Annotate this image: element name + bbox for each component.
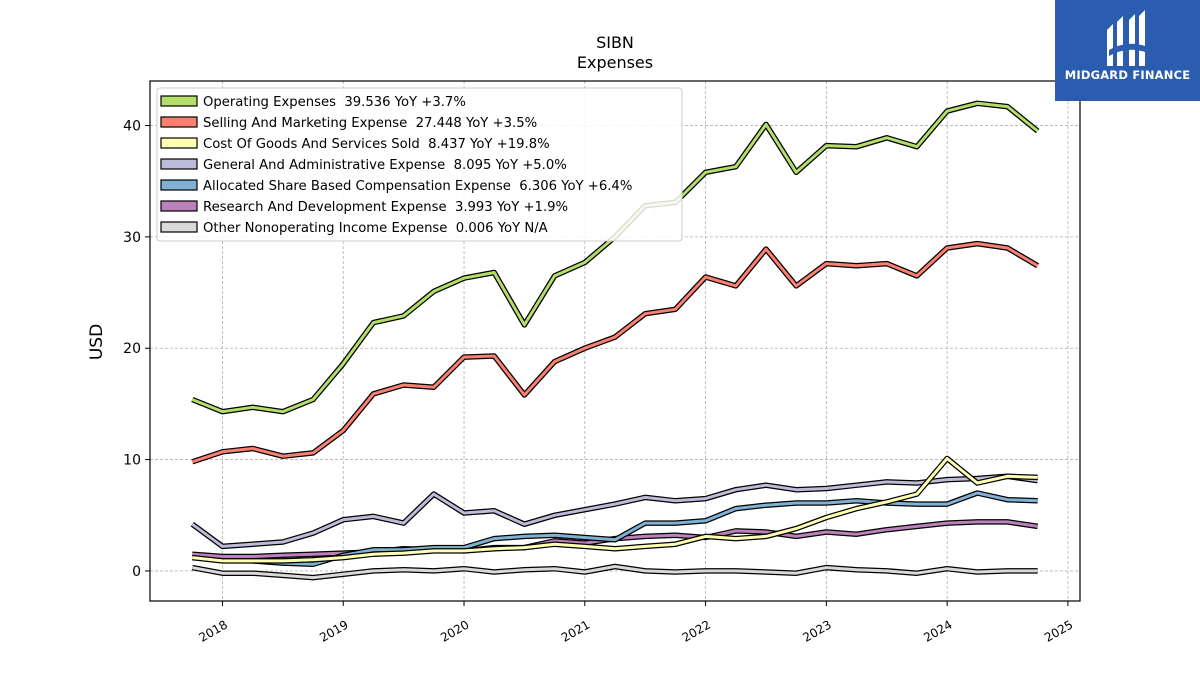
x-axis: 2018 2019 2020 2021 2022 2023 2024 2025 bbox=[197, 601, 1075, 645]
legend: Operating Expenses 39.536 YoY +3.7% Selli… bbox=[156, 87, 683, 242]
legend-swatch bbox=[160, 137, 198, 149]
x-tick-label: 2020 bbox=[438, 617, 471, 644]
series-line bbox=[191, 242, 1039, 464]
legend-swatch bbox=[160, 95, 198, 107]
legend-label: Operating Expenses 39.536 YoY +3.7% bbox=[203, 95, 466, 110]
legend-swatch bbox=[160, 116, 198, 128]
x-tick-label: 2021 bbox=[559, 617, 592, 644]
y-tick-label: 10 bbox=[123, 453, 141, 469]
legend-swatch bbox=[160, 200, 198, 212]
midgard-logo-icon bbox=[1107, 10, 1145, 66]
x-tick-label: 2022 bbox=[680, 617, 713, 644]
series-line bbox=[252, 491, 1038, 566]
chart-subtitle: Expenses bbox=[577, 53, 653, 72]
series-general-and-administrative-expense bbox=[190, 473, 1039, 550]
x-tick-label: 2018 bbox=[197, 617, 230, 644]
x-tick-label: 2019 bbox=[317, 617, 350, 644]
y-tick-label: 30 bbox=[123, 230, 141, 246]
series-line-outline bbox=[192, 455, 1038, 564]
legend-label: Selling And Marketing Expense 27.448 YoY… bbox=[203, 116, 537, 131]
chart-title: SIBN bbox=[596, 33, 634, 52]
legend-label: General And Administrative Expense 8.095… bbox=[203, 158, 567, 173]
legend-label: Cost Of Goods And Services Sold 8.437 Yo… bbox=[203, 137, 550, 152]
series-other-nonoperating-income-expense bbox=[191, 563, 1038, 581]
series-allocated-share-based-compensation-expense bbox=[252, 490, 1038, 568]
series-line bbox=[192, 457, 1038, 563]
y-axis-label: USD bbox=[87, 324, 107, 360]
series-selling-and-marketing-expense bbox=[191, 240, 1040, 465]
midgard-finance-logo: MIDGARD FINANCE bbox=[1055, 0, 1200, 101]
logo-text: MIDGARD FINANCE bbox=[1064, 68, 1191, 82]
legend-swatch bbox=[160, 221, 198, 233]
legend-swatch bbox=[160, 179, 198, 191]
legend-label: Research And Development Expense 3.993 Y… bbox=[203, 200, 568, 215]
y-tick-label: 0 bbox=[132, 564, 141, 580]
x-tick-label: 2025 bbox=[1042, 617, 1075, 644]
legend-label: Allocated Share Based Compensation Expen… bbox=[203, 179, 632, 194]
y-tick-label: 20 bbox=[123, 341, 141, 357]
legend-label: Other Nonoperating Income Expense 0.006 … bbox=[203, 221, 548, 236]
y-tick-label: 40 bbox=[123, 119, 141, 135]
series-cost-of-goods-and-services-sold bbox=[192, 455, 1038, 564]
legend-swatch bbox=[160, 158, 198, 170]
y-axis: 0 10 20 30 40 bbox=[123, 119, 150, 580]
x-tick-label: 2024 bbox=[921, 617, 954, 644]
series-line bbox=[192, 565, 1038, 580]
legend-box bbox=[156, 87, 683, 242]
plot-frame bbox=[149, 80, 1081, 602]
x-tick-label: 2023 bbox=[800, 617, 833, 644]
series-line-outline bbox=[191, 240, 1040, 465]
series-line bbox=[191, 474, 1038, 548]
